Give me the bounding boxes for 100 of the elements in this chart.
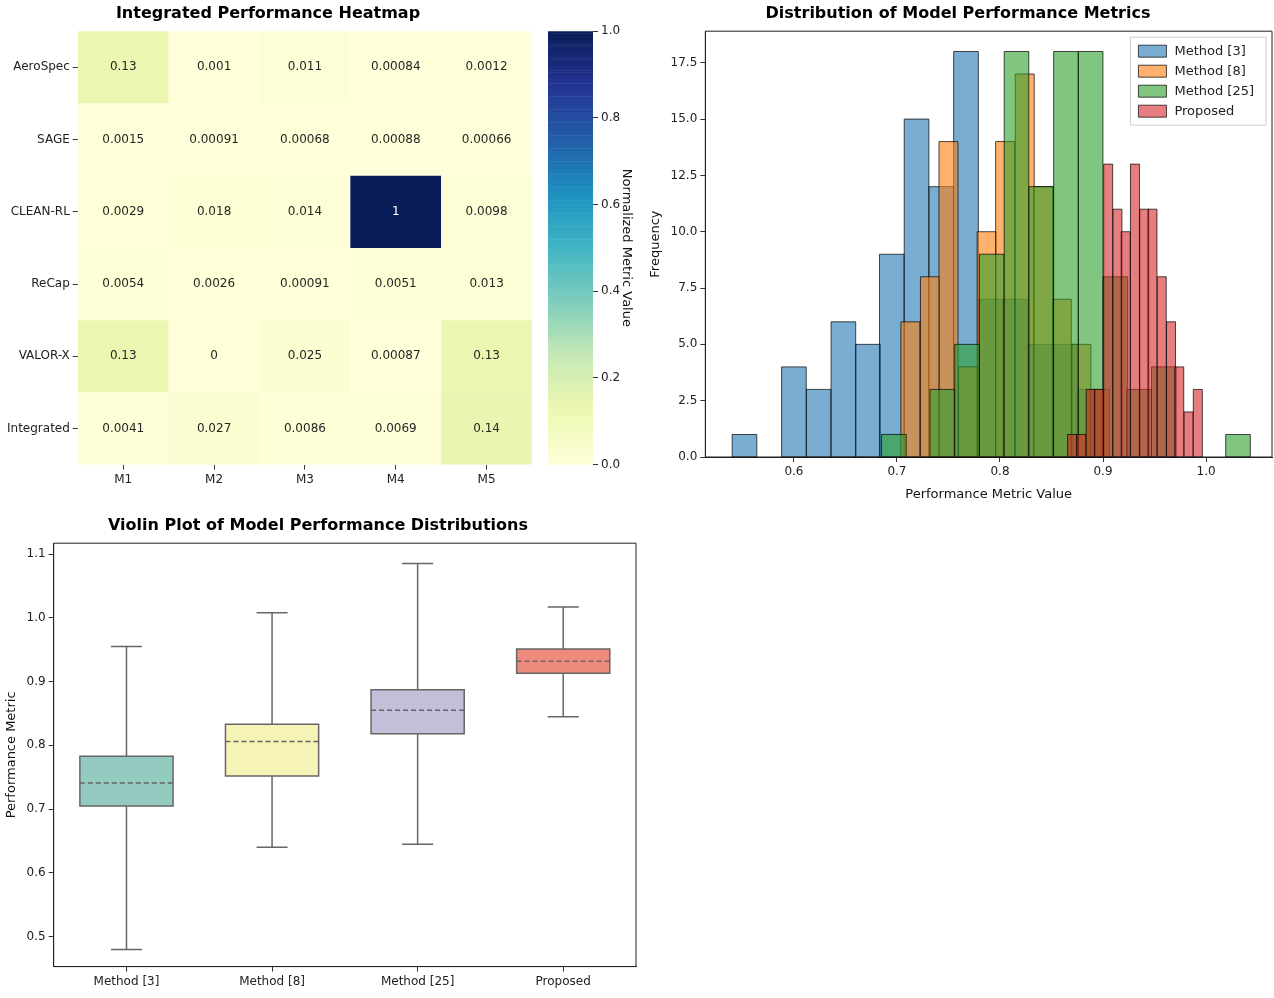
color-bar-label: 0.4 [601, 283, 621, 298]
chart-title: Violin Plot of Model Performance Distributions [108, 514, 528, 534]
y-tick-label: 10.0 [670, 223, 698, 238]
chart-title: Integrated Performance Heatmap [115, 2, 421, 22]
bar [855, 343, 881, 458]
bar [929, 388, 956, 458]
x-tick-label: Method [25] [380, 973, 455, 988]
color-bar-title: Normalized Metric Value [619, 168, 635, 327]
x-tick-label: 0.6 [784, 464, 804, 479]
data-label: 0.00091 [280, 276, 330, 291]
bar [830, 321, 857, 458]
y-tick-label: 17.5 [670, 54, 698, 69]
data-label: 1 [391, 203, 400, 218]
bar [1053, 50, 1079, 458]
bar [1003, 50, 1030, 458]
legend-label: Proposed [1174, 102, 1235, 118]
bar [1156, 276, 1167, 458]
data-label: 0.14 [473, 420, 500, 435]
data-label: 0.00066 [461, 131, 512, 146]
data-label: 0.011 [287, 59, 323, 74]
y-tick-label: CLEAN-RL [10, 203, 71, 218]
y-tick-label: 5.0 [678, 336, 698, 351]
y-tick-label: 1.1 [26, 546, 46, 561]
data-label: 0.00087 [370, 348, 421, 363]
y-tick-label: 0.9 [26, 673, 46, 688]
y-tick-label: 0.0 [678, 449, 698, 464]
x-tick-label: Method [3] [93, 973, 160, 988]
bar [1225, 433, 1251, 458]
color-bar-label: 0.0 [601, 456, 621, 471]
data-label: 0.027 [196, 420, 232, 435]
x-axis-title: Performance Metric Value [905, 485, 1073, 501]
color-bar-label: 0.6 [601, 196, 621, 211]
x-tick-label: Proposed [535, 973, 591, 988]
data-label: 0.00084 [370, 59, 421, 74]
y-tick-label: AeroSpec [13, 59, 70, 74]
y-tick-label: Integrated [7, 420, 70, 435]
data-label: 0.13 [473, 348, 500, 363]
x-tick-label: M1 [114, 471, 133, 486]
data-label: 0.0012 [465, 59, 508, 74]
bar [1192, 388, 1203, 458]
y-tick-label: 0.8 [26, 737, 46, 752]
data-label: 0.0029 [102, 203, 145, 218]
y-tick-label: VALOR-X [18, 348, 70, 363]
data-label: 0.0054 [102, 276, 145, 291]
data-label: 0.00068 [280, 131, 330, 146]
y-tick-label: 7.5 [678, 280, 698, 295]
y-axis-title: Frequency [647, 210, 663, 278]
bar [900, 321, 921, 458]
data-label: 0.0086 [283, 420, 326, 435]
data-label: 0.0069 [374, 420, 417, 435]
bar [1112, 208, 1123, 458]
y-tick-label: ReCap [31, 276, 70, 291]
bar [881, 433, 907, 458]
bar [1028, 186, 1054, 458]
data-label: 0.0051 [374, 276, 417, 291]
x-tick-label: 0.8 [990, 464, 1010, 479]
data-label: 0 [210, 348, 218, 363]
x-tick-label: M2 [205, 471, 224, 486]
x-tick-label: 1.0 [1196, 464, 1216, 479]
x-tick-label: M4 [386, 471, 405, 486]
bar [1174, 366, 1185, 458]
bar [731, 433, 758, 458]
bar [1120, 231, 1131, 458]
bar [1076, 433, 1087, 458]
x-tick-label: M5 [477, 471, 496, 486]
data-label: 0.0098 [465, 203, 508, 218]
y-tick-label: 0.5 [26, 928, 46, 943]
bar [1103, 163, 1114, 458]
data-label: 0.00088 [370, 131, 421, 146]
y-tick-label: 15.0 [670, 111, 698, 126]
bar [1147, 208, 1158, 458]
legend-label: Method [8] [1174, 62, 1246, 78]
data-label: 0.0015 [102, 131, 145, 146]
data-label: 0.018 [196, 203, 232, 218]
x-tick-label: 0.9 [1093, 464, 1113, 479]
y-tick-label: 0.6 [26, 864, 46, 879]
data-label: 0.025 [287, 348, 323, 363]
chart-title: Distribution of Model Performance Metrics [765, 2, 1151, 22]
y-tick-label: 1.0 [26, 609, 46, 624]
bar [1183, 411, 1194, 458]
data-label: 0.13 [109, 59, 137, 74]
bar [805, 388, 832, 458]
x-tick-label: 0.7 [887, 464, 907, 479]
y-tick-label: 12.5 [670, 167, 698, 182]
bar [978, 253, 1005, 458]
data-label: 0.0026 [193, 276, 236, 291]
data-label: 0.13 [109, 348, 137, 363]
x-tick-label: Method [8] [239, 973, 305, 988]
data-label: 0.00091 [189, 131, 239, 146]
y-tick-label: 2.5 [678, 392, 698, 407]
legend-label: Method [25] [1174, 82, 1254, 98]
y-axis-title: Performance Metric [3, 691, 19, 819]
color-bar-label: 0.8 [601, 110, 621, 124]
y-tick-label: 0.7 [26, 801, 46, 816]
bar [954, 343, 980, 458]
y-tick-label: SAGE [37, 131, 70, 146]
color-bar-label: 1.0 [601, 23, 621, 38]
x-tick-label: M3 [295, 471, 314, 486]
bar [781, 366, 807, 458]
legend-label: Method [3] [1174, 42, 1246, 58]
